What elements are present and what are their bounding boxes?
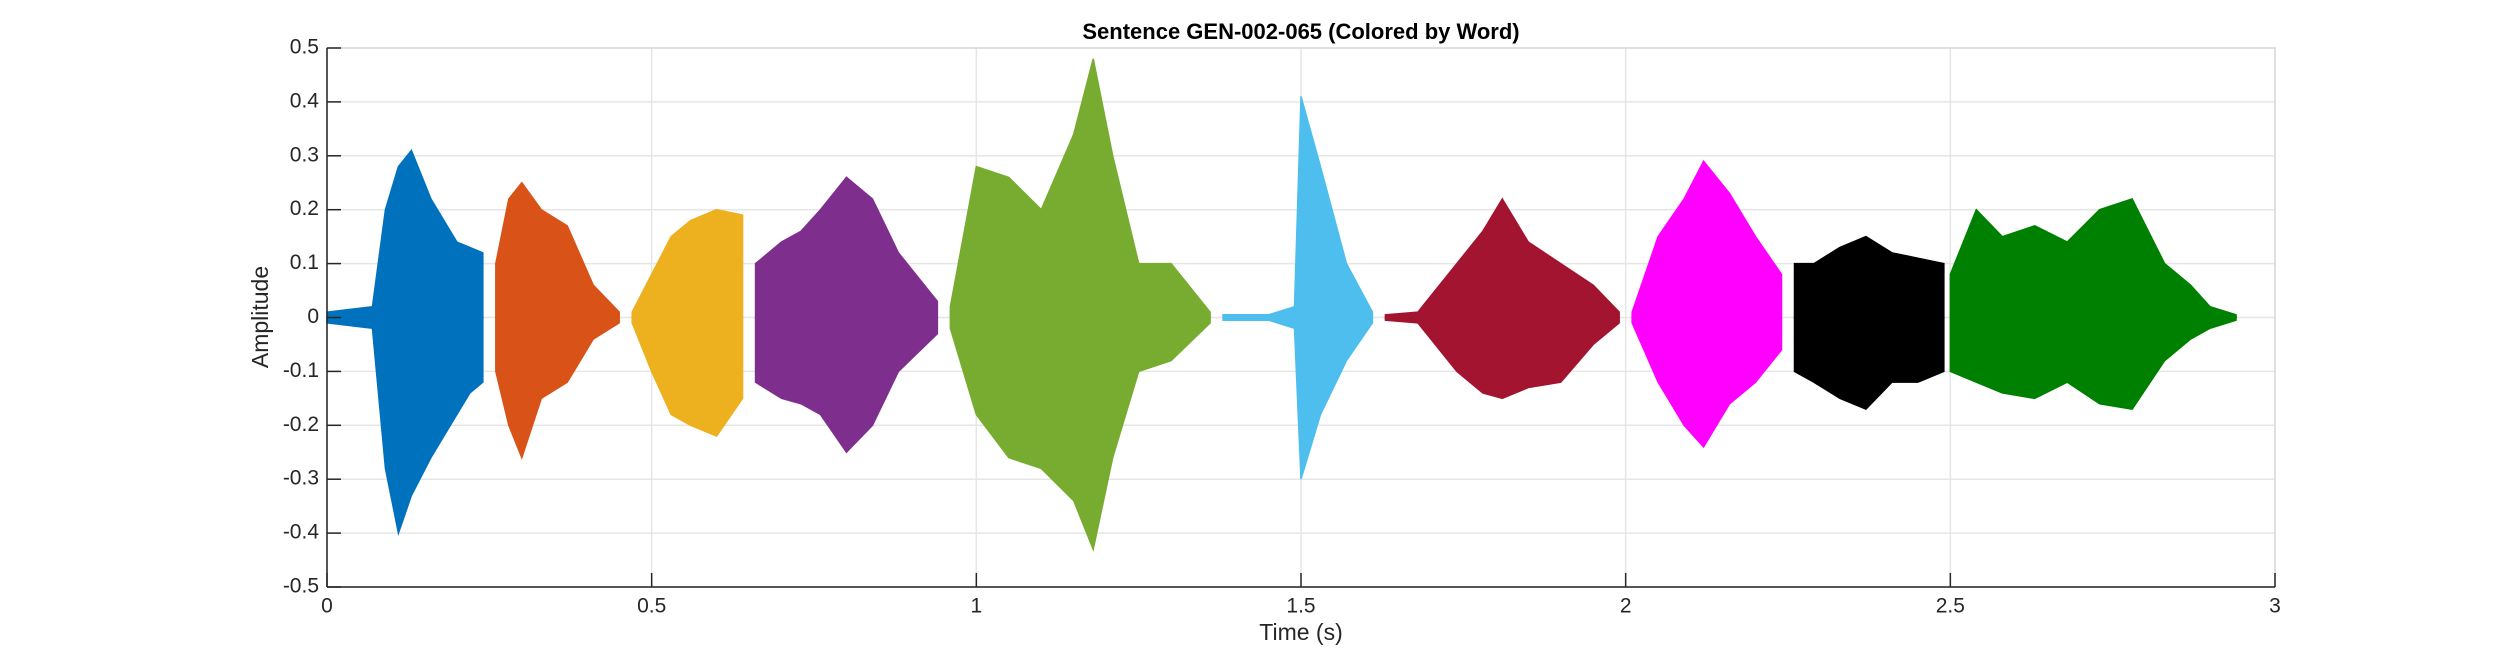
- waveform-envelope: [495, 316, 620, 460]
- waveform-envelope: [1949, 198, 2237, 319]
- y-tick-label: -0.3: [283, 467, 319, 490]
- waveform-envelope: [1222, 316, 1374, 480]
- x-tick-label: 1: [970, 595, 982, 618]
- y-tick-label: -0.5: [283, 575, 319, 598]
- y-tick-label: -0.2: [283, 413, 319, 436]
- y-axis-label: Amplitude: [247, 266, 273, 368]
- y-tick-label: 0: [307, 305, 319, 328]
- x-axis-label: Time (s): [1259, 619, 1342, 645]
- waveform-envelope: [1793, 316, 1945, 411]
- waveform-envelope: [631, 316, 744, 438]
- waveform-envelope: [1949, 316, 2237, 410]
- waveform-envelope: [1631, 316, 1783, 449]
- chart-title: Sentence GEN-002-065 (Colored by Word): [1082, 19, 1519, 44]
- waveform-envelope: [754, 316, 939, 454]
- waveform-envelope: [1384, 316, 1620, 400]
- waveform-envelope: [1793, 235, 1945, 319]
- x-tick-label: 3: [2269, 595, 2281, 618]
- x-tick-label: 2: [1620, 595, 1632, 618]
- waveform-envelope: [1631, 159, 1783, 319]
- y-tick-label: 0.1: [290, 251, 319, 274]
- y-tick-label: -0.4: [283, 521, 320, 544]
- x-tick-label: 1.5: [1286, 595, 1315, 618]
- waveform-envelope: [949, 316, 1211, 552]
- y-tick-label: 0.5: [290, 36, 319, 59]
- y-tick-label: 0.3: [290, 143, 319, 166]
- waveform-envelope: [949, 58, 1211, 319]
- y-tick-label: -0.1: [283, 359, 319, 382]
- x-tick-label: 2.5: [1936, 595, 1965, 618]
- waveform-envelope: [1384, 197, 1620, 319]
- waveform-envelope: [326, 148, 484, 319]
- x-tick-label: 0.5: [637, 595, 666, 618]
- x-tick-label: 0: [321, 595, 333, 618]
- waveform-envelope: [631, 208, 744, 319]
- waveform-envelope: [495, 181, 620, 319]
- y-tick-label: 0.4: [290, 89, 320, 112]
- waveform-envelope: [754, 176, 939, 319]
- y-tick-label: 0.2: [290, 197, 319, 220]
- waveform-envelope: [326, 316, 484, 536]
- waveform-envelope: [1222, 96, 1374, 319]
